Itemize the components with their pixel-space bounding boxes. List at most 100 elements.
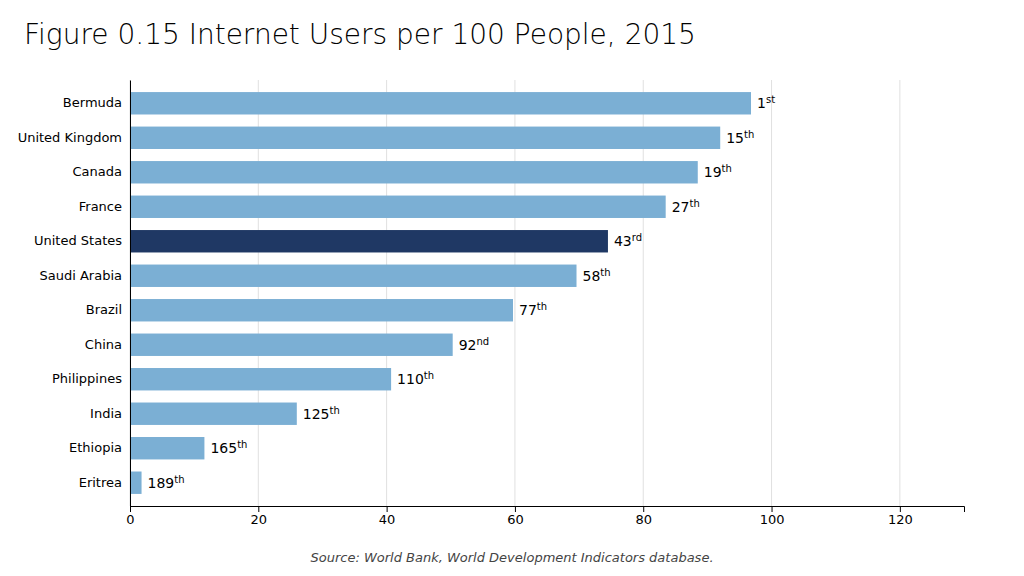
x-tick-label: 100 <box>760 512 785 527</box>
y-tick-label: France <box>79 199 122 214</box>
rank-base: 27 <box>672 199 690 215</box>
rank-superscript: th <box>537 301 547 312</box>
x-tick-mark <box>772 506 773 512</box>
x-tick-label: 0 <box>126 512 134 527</box>
rank-base: 92 <box>459 337 477 353</box>
bars <box>130 92 751 494</box>
rank-base: 15 <box>726 130 744 146</box>
y-axis-line <box>130 81 131 507</box>
x-tick: 120 <box>888 506 913 527</box>
y-tick-label: United Kingdom <box>18 130 122 145</box>
x-tick: 60 <box>507 506 524 527</box>
rank-base: 58 <box>583 268 601 284</box>
x-axis-line <box>131 507 965 513</box>
grid-line <box>899 80 900 506</box>
y-tick-label: Ethiopia <box>69 440 122 455</box>
bar <box>130 265 577 287</box>
rank-label: 27th <box>672 198 700 215</box>
y-tick: United Kingdom <box>18 130 122 145</box>
x-tick-label: 20 <box>251 512 268 527</box>
rank-base: 77 <box>519 302 537 318</box>
y-tick-label: Canada <box>73 164 122 179</box>
rank-label: 1st <box>757 94 775 111</box>
plot-area: 0 20 40 60 80 100 120 Bermuda United Kingdom Cana… <box>18 80 965 527</box>
x-tick: 40 <box>379 506 396 527</box>
y-tick-label: Bermuda <box>63 95 122 110</box>
bar <box>130 196 666 218</box>
grid <box>130 80 900 506</box>
rank-superscript: st <box>766 94 775 105</box>
chart-svg: Figure 0.15 Internet Users per 100 Peopl… <box>0 0 1024 576</box>
grid-line <box>771 80 772 506</box>
y-tick-label: United States <box>34 233 122 248</box>
rank-base: 1 <box>757 95 766 111</box>
rank-superscript: th <box>722 163 732 174</box>
rank-base: 189 <box>148 475 175 491</box>
bar <box>130 334 453 356</box>
x-tick-label: 60 <box>507 512 524 527</box>
y-tick-label: Eritrea <box>79 475 122 490</box>
rank-label: 165th <box>210 439 247 456</box>
y-tick: Philippines <box>52 371 122 386</box>
y-tick-label: Philippines <box>52 371 122 386</box>
y-tick-label: India <box>90 406 122 421</box>
rank-superscript: th <box>744 129 754 140</box>
rank-superscript: th <box>690 198 700 209</box>
rank-label: 43rd <box>614 232 642 249</box>
bar <box>130 472 142 494</box>
y-tick: Brazil <box>86 302 122 317</box>
rank-base: 19 <box>704 164 722 180</box>
rank-label: 92nd <box>459 336 490 353</box>
rank-superscript: th <box>424 370 434 381</box>
x-tick: 100 <box>760 506 785 527</box>
chart-container: Figure 0.15 Internet Users per 100 Peopl… <box>0 0 1024 576</box>
rank-label: 125th <box>303 405 340 422</box>
rank-label: 19th <box>704 163 732 180</box>
bar <box>130 230 608 252</box>
rank-superscript: th <box>174 474 184 485</box>
y-tick: Ethiopia <box>69 440 122 455</box>
rank-base: 125 <box>303 406 330 422</box>
y-tick: Eritrea <box>79 475 122 490</box>
y-tick: France <box>79 199 122 214</box>
rank-superscript: th <box>600 267 610 278</box>
grid-line <box>130 80 131 506</box>
x-tick-mark <box>900 506 901 512</box>
y-tick: Canada <box>73 164 122 179</box>
y-tick: Bermuda <box>63 95 122 110</box>
rank-label: 58th <box>583 267 611 284</box>
rank-labels: 1st15th19th27th43rd58th77th92nd110th125t… <box>148 94 776 490</box>
y-tick: China <box>85 337 122 352</box>
rank-superscript: th <box>330 405 340 416</box>
y-axis: Bermuda United Kingdom Canada France United … <box>18 81 131 507</box>
rank-superscript: nd <box>477 336 490 347</box>
y-tick-label: China <box>85 337 122 352</box>
bar <box>130 92 751 114</box>
y-tick: United States <box>34 233 122 248</box>
y-tick: Saudi Arabia <box>40 268 123 283</box>
y-tick-label: Saudi Arabia <box>40 268 123 283</box>
rank-base: 165 <box>210 440 237 456</box>
bar <box>130 437 204 459</box>
x-tick: 0 <box>126 506 134 527</box>
source-note: Source: World Bank, World Development In… <box>310 550 713 565</box>
y-tick-label: Brazil <box>86 302 122 317</box>
rank-label: 77th <box>519 301 547 318</box>
bar <box>130 368 391 390</box>
x-tick: 80 <box>635 506 652 527</box>
x-tick-label: 40 <box>379 512 396 527</box>
x-tick-label: 120 <box>888 512 913 527</box>
rank-superscript: th <box>237 439 247 450</box>
rank-base: 43 <box>614 233 632 249</box>
rank-base: 110 <box>397 371 424 387</box>
x-tick-label: 80 <box>635 512 652 527</box>
x-tick: 20 <box>251 506 268 527</box>
rank-superscript: rd <box>632 232 642 243</box>
x-tick-mark <box>515 506 516 512</box>
x-tick-mark <box>643 506 644 512</box>
bar <box>130 161 698 183</box>
x-tick-mark <box>130 506 131 512</box>
x-axis: 0 20 40 60 80 100 120 <box>126 506 964 527</box>
bar <box>130 127 720 149</box>
x-tick-mark <box>258 506 259 512</box>
